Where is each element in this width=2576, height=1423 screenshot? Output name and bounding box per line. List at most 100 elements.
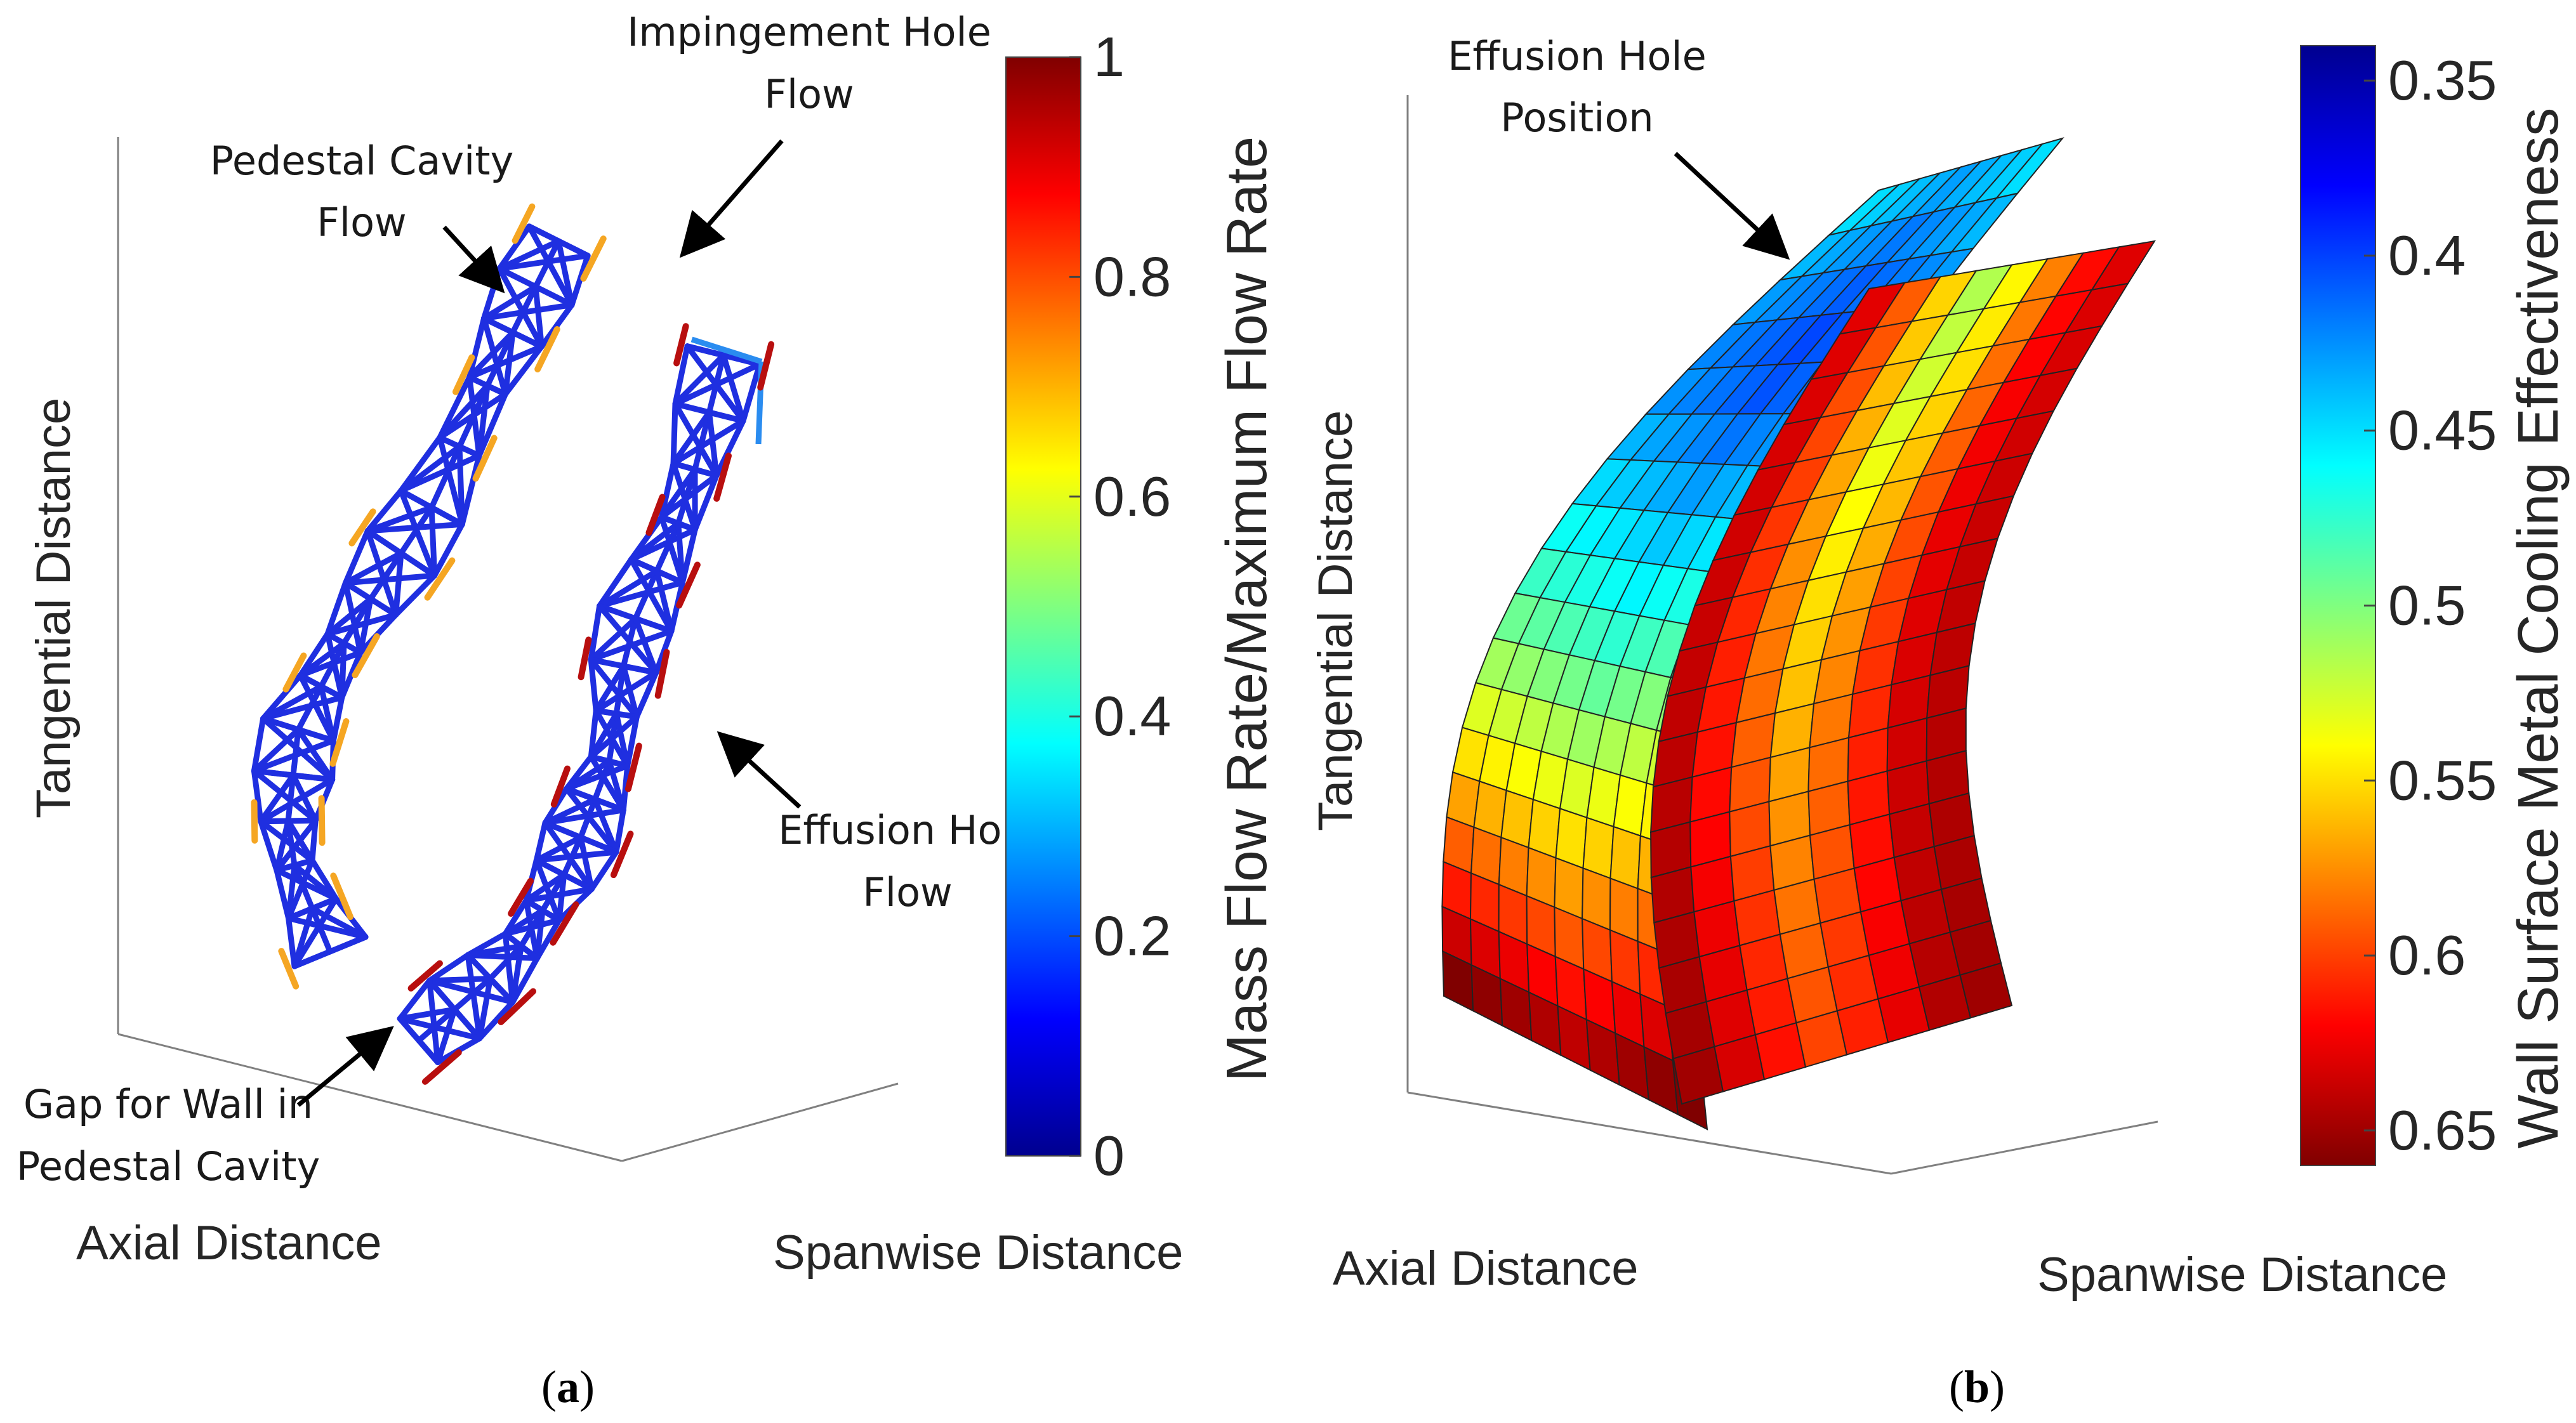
flow-link (476, 383, 491, 459)
flow-link (564, 758, 612, 792)
effusion-hole-stub (508, 877, 534, 917)
effusion-hole-stub (624, 742, 642, 792)
flow-link (432, 521, 465, 579)
flow-link (592, 758, 612, 803)
effusion-hole-stub (757, 341, 775, 391)
flow-link (290, 772, 336, 783)
flow-link (534, 917, 562, 961)
flow-link (339, 640, 347, 700)
flow-link (397, 978, 433, 1022)
flow-link (291, 905, 315, 969)
flow-link (740, 361, 763, 424)
flow-link (258, 818, 280, 874)
effusion-hole-stub (654, 648, 670, 699)
flow-link (518, 907, 546, 949)
flow-link (510, 943, 524, 1006)
flow-link (502, 907, 546, 937)
flow-link (706, 352, 727, 416)
flow-link (437, 374, 473, 441)
flow-link (481, 315, 516, 336)
flow-link (342, 572, 438, 586)
effusion-hole-stub (421, 1049, 462, 1085)
flow-link (632, 615, 675, 634)
flow-link (510, 284, 539, 336)
impingement-hole-stub (251, 799, 258, 844)
impingement-hole-stub (278, 948, 300, 990)
axial-distance-label-b: Axial Distance (1333, 1242, 1639, 1295)
colorbar-a-label: Mass Flow Rate/Maximum Flow Rate (1215, 136, 1279, 1082)
flow-link (397, 1016, 422, 1044)
flow-link (367, 550, 404, 602)
flow-link (466, 315, 487, 381)
annotation-pedestal: Pedestal Cavity Flow (210, 138, 514, 294)
flow-link (496, 238, 562, 272)
surface-cell (1959, 962, 2013, 1019)
flow-link (597, 568, 660, 609)
colorbar-tick-label: 0.2 (1093, 905, 1171, 967)
annotation-effusion-a: Effusion Hole Flow (717, 731, 1037, 915)
flow-link (251, 768, 264, 825)
annotation-impingement-line1: Impingement Hole (627, 9, 991, 55)
flow-link (628, 556, 675, 634)
flow-link (285, 772, 296, 824)
annotation-pedestal-line2: Flow (317, 199, 407, 246)
flow-link (692, 409, 712, 473)
flow-link (539, 872, 567, 914)
flow-link (720, 352, 746, 424)
flow-link (588, 657, 599, 714)
flow-link (654, 568, 685, 586)
flow-link (398, 550, 438, 579)
flow-link (675, 520, 685, 586)
flow-link (593, 669, 659, 714)
effusion-hole-stub (673, 323, 689, 367)
impingement-hole-stub (534, 326, 560, 372)
flow-link (416, 1006, 458, 1044)
x-axis-line-b (1407, 1091, 1892, 1175)
flow-link (364, 504, 435, 534)
flow-link (692, 466, 720, 478)
effusion-hole-stub (713, 452, 732, 502)
flow-link (258, 772, 296, 825)
colorbar-tick-label: 0.6 (2388, 924, 2466, 987)
flow-link (437, 435, 465, 527)
annotation-pedestal-line1: Pedestal Cavity (210, 138, 514, 184)
colorbar-tick-label: 0.4 (2388, 224, 2466, 287)
flow-link (628, 520, 682, 563)
flow-link (274, 817, 319, 874)
flow-link (295, 683, 324, 733)
flow-link (393, 550, 404, 618)
axial-distance-label-a: Axial Distance (76, 1216, 382, 1270)
flow-link (297, 640, 347, 679)
flow-link (621, 615, 638, 669)
annotation-gap-line2: Pedestal Cavity (17, 1143, 320, 1190)
flow-link (309, 905, 333, 955)
flow-link (621, 663, 659, 676)
arrow-pedestal (442, 225, 505, 294)
flow-link (588, 603, 603, 663)
effusion-hole-stub (645, 494, 666, 536)
flow-link (556, 872, 567, 924)
colorbar-b: 0.35 0.4 0.45 0.5 0.55 0.6 0.65 Wall Surface M… (2300, 45, 2570, 1166)
flow-link (260, 683, 324, 722)
colorbar-a-ticks: 0 0.2 0.4 0.6 0.8 1 (1069, 25, 1171, 1187)
flow-link (477, 976, 493, 1042)
flow-link (510, 955, 540, 1006)
flow-link (658, 466, 698, 520)
flow-link (654, 520, 682, 574)
tangential-distance-label-a: Tangential Distance (27, 398, 81, 818)
flow-link (613, 663, 626, 717)
colorbar-a: 0 0.2 0.4 0.6 0.8 1 Mass Flow Rate/Maximum Fl… (1005, 25, 1279, 1187)
flow-link (309, 817, 319, 863)
flow-link (342, 550, 404, 586)
flow-link (251, 726, 301, 774)
flow-link (285, 818, 315, 863)
flow-link (606, 758, 626, 813)
flow-link (588, 615, 638, 663)
impingement-hole-stub (282, 652, 307, 693)
flow-link (484, 329, 516, 389)
flow-link (291, 862, 315, 912)
flow-link (569, 252, 591, 308)
flow-link (324, 580, 348, 637)
flow-link (633, 669, 659, 720)
flow-link (597, 556, 635, 609)
